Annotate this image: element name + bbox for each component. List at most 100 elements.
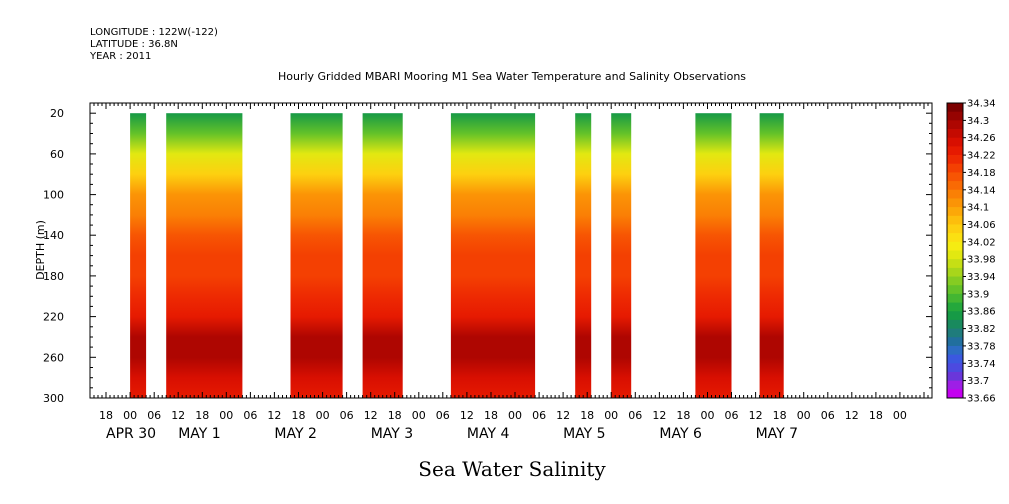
x-tick-label: 18 <box>580 409 594 422</box>
date-label: MAY 4 <box>467 426 510 442</box>
longitude-label: LONGITUDE : 122W(-122) <box>90 27 218 38</box>
colorbar-label: 34.26 <box>967 133 996 144</box>
colorbar-swatch <box>947 215 963 225</box>
x-tick-label: 06 <box>340 409 354 422</box>
year-label: YEAR : 2011 <box>89 51 151 62</box>
y-tick-label: 260 <box>43 351 64 364</box>
colorbar-label: 34.14 <box>967 185 996 196</box>
colorbar-swatch <box>947 293 963 303</box>
x-tick-label: 18 <box>869 409 883 422</box>
x-tick-label: 18 <box>195 409 209 422</box>
date-label: MAY 1 <box>178 426 220 442</box>
colorbar-swatch <box>947 337 963 347</box>
x-tick-label: 00 <box>797 409 811 422</box>
colorbar-swatch <box>947 380 963 390</box>
x-tick-label: 12 <box>460 409 474 422</box>
x-tick-label: 12 <box>364 409 378 422</box>
colorbar-label: 34.22 <box>967 151 996 162</box>
x-tick-label: 00 <box>701 409 715 422</box>
chart-title: Hourly Gridded MBARI Mooring M1 Sea Wate… <box>278 70 746 83</box>
x-tick-label: 06 <box>243 409 257 422</box>
colorbar-label: 34.1 <box>967 203 989 214</box>
x-tick-label: 06 <box>725 409 739 422</box>
colorbar-swatch <box>947 137 963 147</box>
date-label: MAY 6 <box>659 426 702 442</box>
colorbar-swatch <box>947 172 963 182</box>
colorbar-swatch <box>947 129 963 139</box>
x-tick-label: 18 <box>292 409 306 422</box>
y-tick-label: 20 <box>50 107 64 120</box>
colorbar-swatch <box>947 311 963 321</box>
x-tick-label: 18 <box>99 409 113 422</box>
latitude-label: LATITUDE : 36.8N <box>90 39 178 50</box>
data-segment-9 <box>759 113 784 398</box>
x-tick-label: 06 <box>436 409 450 422</box>
y-tick-label: 180 <box>43 270 64 283</box>
colorbar-frame <box>946 102 964 399</box>
colorbar-label: 34.18 <box>967 168 996 179</box>
y-tick-label: 220 <box>43 311 64 324</box>
colorbar: 34.34 34.3 34.26 34.22 34.18 34.14 34.1 34.06 34… <box>946 99 996 405</box>
colorbar-label: 33.94 <box>967 272 996 283</box>
colorbar-label: 33.78 <box>967 341 996 352</box>
x-tick-label: 00 <box>412 409 426 422</box>
colorbar-label: 34.3 <box>967 116 989 127</box>
data-segment-4 <box>362 113 403 398</box>
colorbar-swatch <box>947 302 963 312</box>
colorbar-swatch <box>947 345 963 356</box>
colorbar-swatch <box>947 233 963 243</box>
colorbar-swatch <box>947 120 963 130</box>
x-tick-label: 00 <box>508 409 522 422</box>
colorbar-swatch <box>947 259 963 269</box>
colorbar-label: 33.86 <box>967 307 996 318</box>
colorbar-swatch <box>947 319 963 329</box>
x-tick-label: 00 <box>219 409 233 422</box>
data-segment-7 <box>611 113 632 398</box>
colorbar-swatch <box>947 285 963 295</box>
data-segment-1 <box>130 113 147 398</box>
colorbar-swatch <box>947 189 963 199</box>
x-tick-label: 18 <box>484 409 498 422</box>
colorbar-label: 34.06 <box>967 220 996 231</box>
x-tick-label: 12 <box>749 409 763 422</box>
colorbar-swatch <box>947 163 963 173</box>
x-axis: 18 00 06 12 18 00 06 12 18 00 06 12 18 00 06 12 18 00 06 12… <box>89 103 933 442</box>
x-tick-label: 00 <box>893 409 907 422</box>
data-segment-2 <box>166 113 243 398</box>
colorbar-swatch <box>947 241 963 251</box>
x-tick-label: 12 <box>845 409 859 422</box>
colorbar-swatch <box>947 276 963 286</box>
colorbar-label: 33.66 <box>967 394 996 405</box>
colorbar-label: 34.34 <box>967 99 996 110</box>
colorbar-swatch <box>947 111 963 121</box>
colorbar-swatch <box>947 328 963 338</box>
colorbar-swatch <box>947 363 963 373</box>
x-tick-label: 12 <box>171 409 185 422</box>
data-segment-5 <box>450 113 536 398</box>
colorbar-swatch <box>947 146 963 156</box>
variable-title: Sea Water Salinity <box>418 457 606 481</box>
date-label: MAY 5 <box>563 426 605 442</box>
x-tick-label: 06 <box>628 409 642 422</box>
colorbar-label: 33.82 <box>967 324 996 335</box>
x-tick-label: 12 <box>267 409 281 422</box>
colorbar-swatch <box>947 267 963 277</box>
y-tick-label: 60 <box>50 148 64 161</box>
x-tick-label: 00 <box>604 409 618 422</box>
colorbar-swatch <box>947 250 963 260</box>
x-tick-label: 12 <box>556 409 570 422</box>
x-tick-label: 06 <box>532 409 546 422</box>
y-tick-label: 100 <box>43 189 64 202</box>
date-label: APR 30 <box>106 426 156 442</box>
colorbar-swatch <box>947 354 963 364</box>
y-axis-label: DEPTH (m) <box>34 220 47 280</box>
data-segment-8 <box>695 113 732 398</box>
colorbar-swatch <box>947 181 963 191</box>
colorbar-swatch <box>947 103 963 113</box>
date-label: MAY 2 <box>274 426 316 442</box>
y-tick-label: 140 <box>43 229 64 242</box>
x-tick-label: 18 <box>676 409 690 422</box>
x-tick-label: 06 <box>147 409 161 422</box>
colorbar-label: 33.98 <box>967 255 996 266</box>
